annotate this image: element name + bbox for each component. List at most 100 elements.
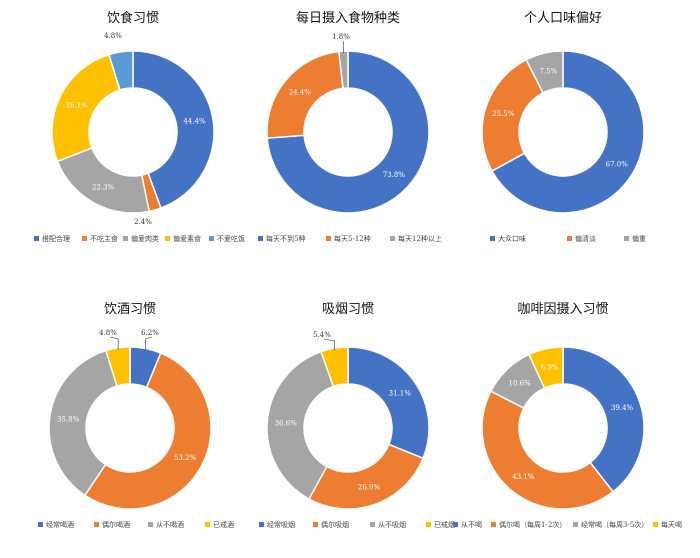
legend-swatch <box>453 522 458 527</box>
donut-slice-5 <box>108 50 134 91</box>
donut-chart-5: 吸烟习惯 31.1% 26.9% 36.6% 5.4% 经常吸烟 偶尔吸烟 从不吸烟 已戒烟 <box>259 301 455 529</box>
legend-entry: 每天喝 <box>661 520 682 529</box>
legend-swatch <box>94 522 99 527</box>
data-label: 1.8% <box>332 33 350 41</box>
leader-line <box>342 40 344 54</box>
data-label: 6.2% <box>141 329 159 337</box>
donut-slice-4 <box>527 346 564 390</box>
legend-entry: 偶尔吸烟 <box>321 520 349 529</box>
legend-entry: 偏清淡 <box>575 234 596 243</box>
donut-slice-3 <box>525 50 564 94</box>
legend-swatch <box>34 236 39 241</box>
chart-title: 饮酒习惯 <box>104 301 156 317</box>
donut-slice-3 <box>48 349 118 497</box>
legend-swatch <box>567 236 572 241</box>
legend-entry: 从不吸烟 <box>378 520 406 529</box>
legend-entry: 从不喝酒 <box>156 521 184 529</box>
data-label: 24.4% <box>289 89 312 97</box>
legend-entry: 偏爱肉类 <box>131 234 159 243</box>
data-label: 67.0% <box>606 160 629 168</box>
legend-entry: 经常吸烟 <box>267 520 295 529</box>
legend-entry: 不吃主食 <box>90 234 118 243</box>
legend-entry: 每天不到5种 <box>266 234 305 243</box>
legend-entry: 每天5-12种 <box>334 234 371 243</box>
chart-title: 咖啡因摄入习惯 <box>517 301 608 317</box>
legend-swatch <box>313 522 318 527</box>
chart-title: 每日摄入食物种类 <box>296 10 400 26</box>
leader-line <box>144 336 153 351</box>
chart-title: 个人口味偏好 <box>524 11 602 26</box>
legend-swatch <box>165 236 170 241</box>
legend-swatch <box>209 236 214 241</box>
legend-entry: 偏重 <box>632 234 646 243</box>
data-label: 2.4% <box>134 218 152 226</box>
legend-swatch <box>624 236 629 241</box>
donut-slice-2 <box>481 58 545 173</box>
donut-slice-1 <box>562 346 645 493</box>
legend-swatch <box>82 236 87 241</box>
data-label: 44.4% <box>183 118 206 126</box>
data-label: 31.1% <box>389 390 412 398</box>
legend-entry: 经常喝（每周3-5次） <box>581 520 648 529</box>
donut-chart-4: 饮酒习惯 6.2% 53.2% 35.8% 4.8% 经常喝酒 偶尔喝酒 从不喝酒 已戒酒 <box>38 301 234 529</box>
legend-entry: 搭配合理 <box>42 234 70 243</box>
data-label: 35.8% <box>57 415 80 423</box>
legend-entry: 大众口味 <box>498 234 526 243</box>
legend-entry: 已戒酒 <box>213 520 234 529</box>
legend-swatch <box>491 522 496 527</box>
legend-swatch <box>490 236 495 241</box>
legend-swatch <box>370 522 375 527</box>
data-label: 25.5% <box>492 110 515 118</box>
legend-entry: 已戒烟 <box>434 520 455 529</box>
donut-slice-3 <box>56 146 151 214</box>
donut-slice-1 <box>347 346 430 460</box>
donut-slice-4 <box>320 346 349 388</box>
data-label: 36.6% <box>275 419 298 427</box>
legend-entry: 每天12种以上 <box>398 234 442 243</box>
donut-chart-3: 个人口味偏好 67.0% 25.5% 7.5% 大众口味 偏清淡 偏重 <box>481 11 646 243</box>
chart-title: 饮食习惯 <box>107 10 159 26</box>
donut-slice-2 <box>481 390 615 510</box>
data-label: 26.1% <box>66 101 89 109</box>
legend-swatch <box>258 236 263 241</box>
data-label: 7.5% <box>540 68 558 76</box>
legend-swatch <box>38 522 43 527</box>
donut-slice-3 <box>338 50 349 90</box>
legend-swatch <box>653 522 658 527</box>
leader-line <box>109 336 119 350</box>
legend-swatch <box>573 522 578 527</box>
donut-slice-2 <box>307 443 425 510</box>
legend-swatch <box>326 236 331 241</box>
data-label: 22.3% <box>92 183 115 191</box>
legend-swatch <box>205 522 210 527</box>
legend-entry: 不爱吃饭 <box>217 234 245 243</box>
donut-slice-1 <box>132 50 215 210</box>
legend-entry: 经常喝酒 <box>46 520 74 529</box>
chart-title: 吸烟习惯 <box>322 301 374 317</box>
data-label: 4.8% <box>104 32 122 40</box>
legend-entry: 偶尔喝（每周1-2次） <box>499 520 566 529</box>
data-label: 53.2% <box>174 454 197 462</box>
donut-chart-1: 饮食习惯 44.4% 2.4% 22.3% 26.1% 4.8% 搭配合理 不吃主食 偏爱肉类 偏… <box>34 10 245 243</box>
donut-slice-2 <box>83 352 212 510</box>
donut-chart-2: 每日摄入食物种类 73.8% 24.4% 1.8% 每天不到5种 每天5-12种 每天12种… <box>258 10 442 243</box>
data-label: 4.8% <box>99 329 117 337</box>
legend-entry: 偏爱素食 <box>173 234 201 243</box>
donut-slice-1 <box>266 50 430 214</box>
donut-slice-4 <box>105 346 131 387</box>
donut-chart-6: 咖啡因摄入习惯 39.4% 43.1% 10.6% 6.9% 从不喝 偶尔喝（每周1-2次）… <box>453 301 682 529</box>
data-label: 6.9% <box>541 363 559 371</box>
data-label: 5.4% <box>313 331 331 339</box>
legend-swatch <box>123 236 128 241</box>
legend-swatch <box>148 522 153 527</box>
legend-swatch <box>390 236 395 241</box>
donut-slice-1 <box>490 50 645 214</box>
donut-slice-3 <box>266 350 335 501</box>
legend-swatch <box>259 522 264 527</box>
legend-entry: 从不喝 <box>461 521 482 529</box>
data-label: 26.9% <box>358 483 381 491</box>
data-label: 39.4% <box>611 404 634 412</box>
legend-swatch <box>426 522 431 527</box>
